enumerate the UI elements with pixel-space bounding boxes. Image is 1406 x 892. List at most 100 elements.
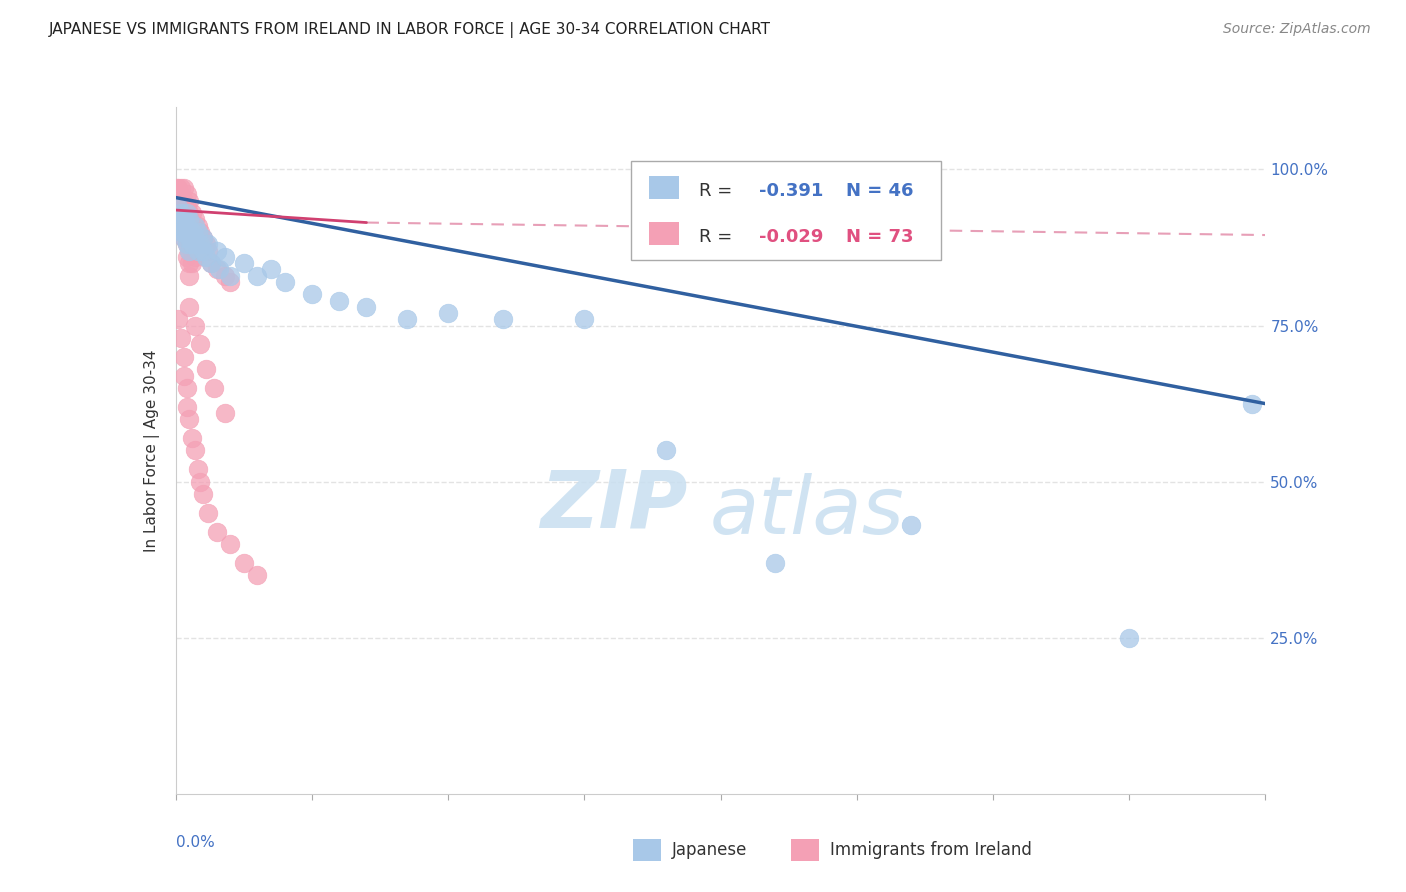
Point (219, 268, 242, 283)
Point (356, 300, 378, 314)
Point (184, 212, 207, 227)
Point (181, 219, 204, 233)
Point (202, 381, 225, 395)
Point (197, 244, 219, 258)
Text: R =: R = (699, 182, 738, 200)
Point (179, 194, 201, 208)
Point (176, 225, 198, 239)
Point (176, 206, 198, 220)
Point (191, 231, 214, 245)
Point (179, 256, 201, 270)
Point (186, 462, 209, 476)
Point (328, 293, 350, 308)
Point (181, 244, 204, 258)
Point (184, 443, 207, 458)
Point (186, 244, 209, 258)
Point (200, 256, 222, 270)
Point (184, 219, 207, 233)
Point (179, 300, 201, 314)
Point (176, 212, 198, 227)
Point (655, 443, 678, 458)
Point (181, 206, 204, 220)
Point (179, 244, 201, 258)
Point (173, 350, 195, 364)
Point (173, 194, 195, 208)
Text: -0.029: -0.029 (759, 228, 823, 246)
Text: atlas: atlas (710, 474, 904, 551)
Point (219, 537, 242, 551)
Point (246, 268, 269, 283)
Point (396, 312, 419, 326)
Text: R =: R = (699, 228, 738, 246)
Point (181, 237, 204, 252)
Point (191, 231, 214, 245)
Text: JAPANESE VS IMMIGRANTS FROM IRELAND IN LABOR FORCE | AGE 30-34 CORRELATION CHART: JAPANESE VS IMMIGRANTS FROM IRELAND IN L… (49, 22, 772, 38)
Point (181, 431, 204, 445)
Point (170, 225, 193, 239)
Point (170, 206, 193, 220)
Point (214, 250, 236, 264)
Point (181, 256, 204, 270)
Text: N = 73: N = 73 (846, 228, 914, 246)
Point (1118, 631, 1140, 645)
Point (219, 275, 242, 289)
Point (179, 212, 201, 227)
Point (181, 225, 204, 239)
Point (197, 237, 219, 252)
Point (167, 194, 190, 208)
Point (179, 231, 201, 245)
Point (188, 237, 211, 252)
Point (173, 181, 195, 195)
Point (170, 206, 193, 220)
Point (186, 244, 209, 258)
Point (191, 244, 214, 258)
Point (232, 256, 254, 270)
Point (194, 362, 217, 376)
Point (167, 200, 190, 214)
Point (301, 287, 323, 301)
Point (167, 312, 190, 326)
Point (170, 219, 193, 233)
FancyBboxPatch shape (633, 838, 661, 861)
Point (246, 568, 269, 582)
Point (214, 268, 236, 283)
Point (188, 225, 211, 239)
Point (184, 250, 207, 264)
Point (194, 250, 217, 264)
Point (173, 225, 195, 239)
FancyBboxPatch shape (631, 161, 941, 260)
Point (179, 412, 201, 426)
Point (167, 181, 190, 195)
Point (176, 381, 198, 395)
Point (260, 262, 283, 277)
Point (169, 187, 191, 202)
Point (170, 181, 193, 195)
Text: ZIP: ZIP (540, 467, 688, 544)
Point (437, 306, 460, 320)
Point (173, 212, 195, 227)
Point (194, 237, 217, 252)
Point (166, 181, 188, 195)
Point (167, 212, 190, 227)
FancyBboxPatch shape (648, 176, 679, 199)
Text: Source: ZipAtlas.com: Source: ZipAtlas.com (1223, 22, 1371, 37)
Point (170, 194, 193, 208)
Point (197, 506, 219, 520)
Point (179, 206, 201, 220)
Point (186, 225, 209, 239)
Y-axis label: In Labor Force | Age 30-34: In Labor Force | Age 30-34 (143, 349, 160, 552)
Point (173, 206, 195, 220)
Point (184, 225, 207, 239)
Text: N = 46: N = 46 (846, 182, 914, 200)
Point (184, 237, 207, 252)
Point (176, 219, 198, 233)
Point (208, 262, 231, 277)
Point (176, 200, 198, 214)
Point (763, 556, 786, 570)
Point (173, 231, 195, 245)
Point (170, 331, 193, 345)
Point (274, 275, 297, 289)
Point (166, 187, 188, 202)
Point (176, 400, 198, 414)
Point (176, 237, 198, 252)
